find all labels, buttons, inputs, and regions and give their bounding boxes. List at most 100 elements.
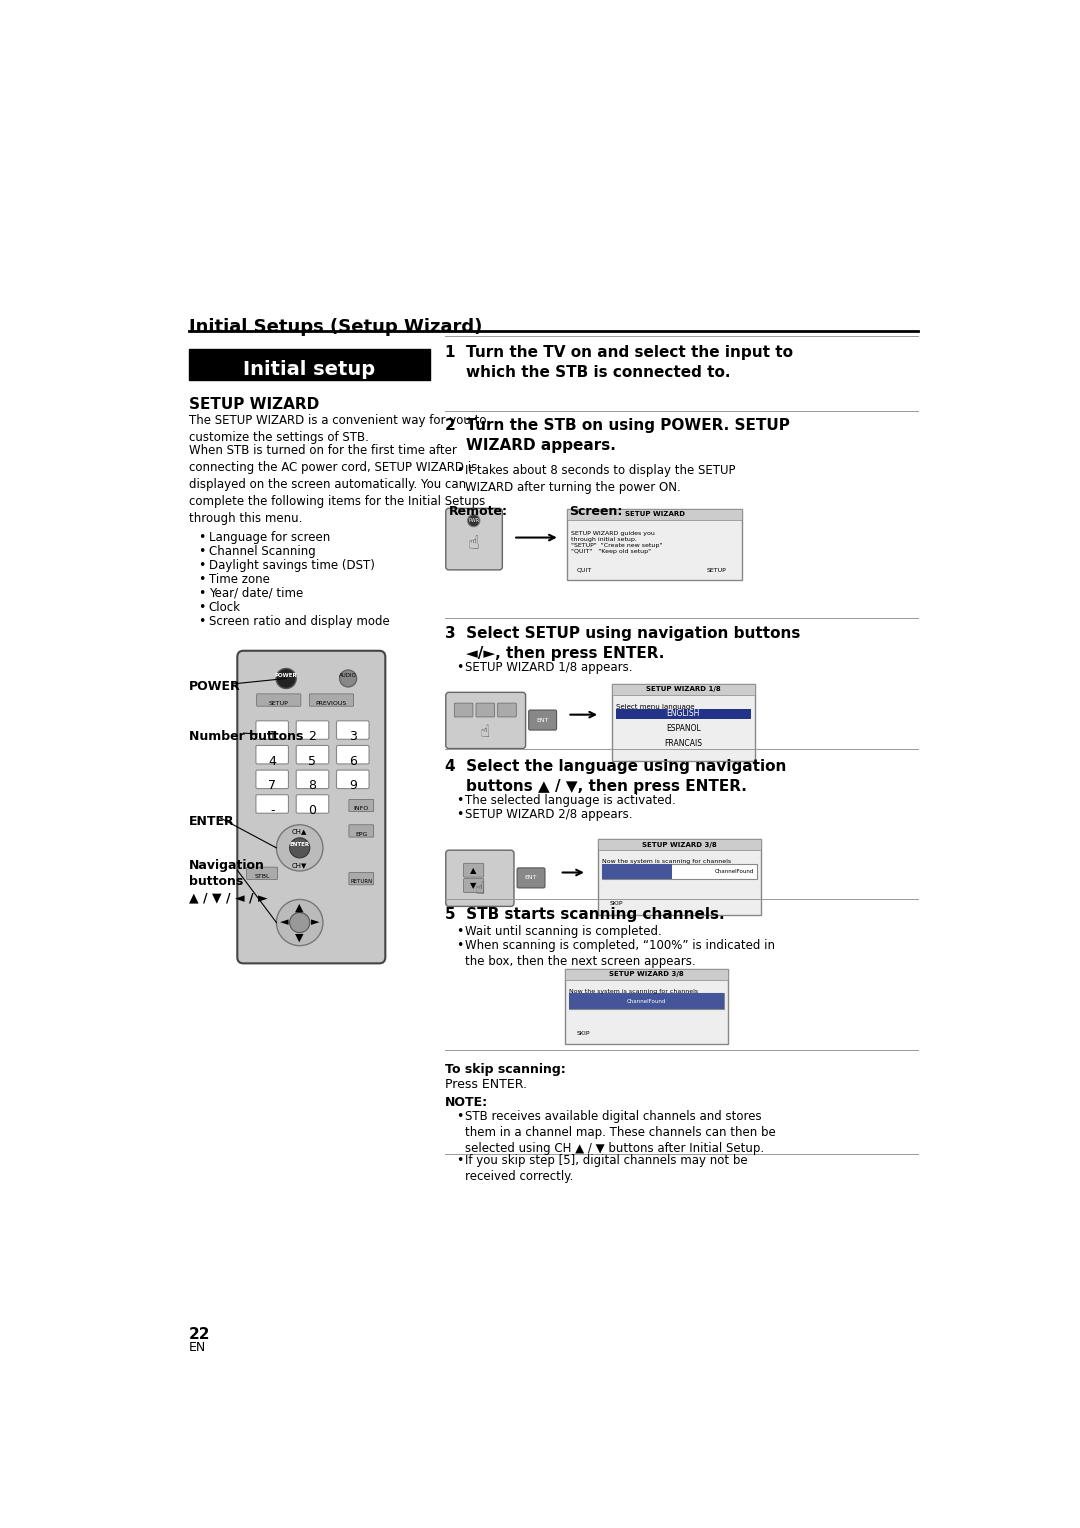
Text: The SETUP WIZARD is a convenient way for you to
customize the settings of STB.: The SETUP WIZARD is a convenient way for… [189,414,487,445]
Text: Time zone: Time zone [208,573,270,585]
Text: POWER: POWER [189,680,241,694]
Text: NOTE:: NOTE: [445,1096,488,1109]
FancyBboxPatch shape [565,969,728,979]
Text: When scanning is completed, “100%” is indicated in
the box, then the next screen: When scanning is completed, “100%” is in… [465,938,775,967]
Text: 1  Turn the TV on and select the input to
    which the STB is connected to.: 1 Turn the TV on and select the input to… [445,345,793,380]
Text: •: • [199,587,206,601]
FancyBboxPatch shape [476,703,495,717]
Text: Now the system is scanning for channels: Now the system is scanning for channels [603,859,731,865]
Text: 4  Select the language using navigation
    buttons ▲ / ▼, then press ENTER.: 4 Select the language using navigation b… [445,759,786,795]
FancyBboxPatch shape [257,694,301,706]
Circle shape [276,825,323,871]
Text: •: • [199,532,206,544]
Text: Daylight savings time (DST): Daylight savings time (DST) [208,559,375,571]
Text: ENGLISH: ENGLISH [666,709,700,718]
Text: PREVIOUS: PREVIOUS [315,701,347,706]
FancyBboxPatch shape [611,685,755,695]
Text: 6: 6 [349,755,356,767]
Text: 2  Turn the STB on using POWER. SETUP
    WIZARD appears.: 2 Turn the STB on using POWER. SETUP WIZ… [445,419,789,452]
Text: 3  Select SETUP using navigation buttons
    ◄/►, then press ENTER.: 3 Select SETUP using navigation buttons … [445,626,800,662]
FancyBboxPatch shape [446,509,502,570]
Text: STBL: STBL [255,874,270,879]
Text: To skip scanning:: To skip scanning: [445,1063,566,1076]
Text: SETUP: SETUP [707,568,727,573]
Text: 4: 4 [268,755,276,767]
Text: EN: EN [189,1340,206,1354]
Text: ENTER: ENTER [289,842,310,848]
Text: PWR: PWR [468,518,480,523]
Text: •: • [199,559,206,571]
FancyBboxPatch shape [598,839,761,850]
FancyBboxPatch shape [238,651,386,963]
Circle shape [468,515,480,527]
Text: 2: 2 [309,730,316,743]
Text: SETUP WIZARD 3/8: SETUP WIZARD 3/8 [643,842,717,848]
FancyBboxPatch shape [246,866,278,880]
Text: Remote:: Remote: [449,506,508,518]
Text: Screen ratio and display mode: Screen ratio and display mode [208,614,390,628]
FancyBboxPatch shape [349,872,374,885]
Text: Wait until scanning is completed.: Wait until scanning is completed. [465,924,662,938]
Text: 0: 0 [309,804,316,817]
Text: ☝: ☝ [468,535,480,553]
Text: 3: 3 [349,730,356,743]
Text: QUIT: QUIT [577,568,592,573]
Text: 22: 22 [189,1326,211,1342]
Text: If you skip step [5], digital channels may not be
received correctly.: If you skip step [5], digital channels m… [465,1154,747,1183]
Circle shape [289,837,310,857]
FancyBboxPatch shape [189,348,430,380]
FancyBboxPatch shape [256,746,288,764]
FancyBboxPatch shape [349,799,374,811]
FancyBboxPatch shape [337,770,369,788]
Text: Screen:: Screen: [569,506,622,518]
FancyBboxPatch shape [296,721,328,740]
Text: Initial Setups (Setup Wizard): Initial Setups (Setup Wizard) [189,318,483,336]
FancyBboxPatch shape [256,721,288,740]
FancyBboxPatch shape [256,795,288,813]
Text: SETUP WIZARD guides you
through initial setup.
"SETUP"  "Create new setup"
"QUIT: SETUP WIZARD guides you through initial … [571,530,663,555]
Text: Press ENTER.: Press ENTER. [445,1079,527,1091]
Text: SETUP WIZARD 1/8: SETUP WIZARD 1/8 [646,686,720,692]
Text: CH▼: CH▼ [292,862,308,868]
FancyBboxPatch shape [569,993,724,1008]
Text: FRANCAIS: FRANCAIS [664,738,702,747]
Text: ▲: ▲ [296,902,303,912]
Text: ▼: ▼ [471,882,477,891]
Text: 9: 9 [349,779,356,793]
Text: SKIP: SKIP [577,1031,591,1036]
Text: •: • [199,573,206,585]
FancyBboxPatch shape [296,795,328,813]
Text: 1: 1 [268,730,276,743]
Text: •: • [199,545,206,558]
Circle shape [276,900,323,946]
Text: RETURN: RETURN [350,880,373,885]
Text: 5  STB starts scanning channels.: 5 STB starts scanning channels. [445,908,725,923]
Text: Navigation
buttons
▲ / ▼ / ◄ / ►: Navigation buttons ▲ / ▼ / ◄ / ► [189,859,268,905]
FancyBboxPatch shape [498,703,516,717]
FancyBboxPatch shape [256,770,288,788]
Text: ENT: ENT [537,718,549,723]
Text: It takes about 8 seconds to display the SETUP
WIZARD after turning the power ON.: It takes about 8 seconds to display the … [465,465,735,495]
Text: ENTER: ENTER [189,814,234,828]
Text: ENT: ENT [525,876,537,880]
Text: The selected language is activated.: The selected language is activated. [465,795,676,807]
Text: ▼: ▼ [296,934,303,943]
Text: Language for screen: Language for screen [208,532,329,544]
FancyBboxPatch shape [446,850,514,906]
Text: AUDIO: AUDIO [339,672,357,678]
Text: SETUP: SETUP [269,701,288,706]
Text: Number buttons: Number buttons [189,730,303,743]
FancyBboxPatch shape [337,746,369,764]
Circle shape [289,912,310,932]
Text: When STB is turned on for the first time after
connecting the AC power cord, SET: When STB is turned on for the first time… [189,443,486,524]
Text: CH▲: CH▲ [292,828,308,834]
Text: EPG: EPG [355,831,367,837]
Text: Channel Scanning: Channel Scanning [208,545,315,558]
Circle shape [276,668,296,689]
Text: ESPANOL: ESPANOL [666,724,701,733]
Text: SETUP WIZARD 3/8: SETUP WIZARD 3/8 [609,972,684,976]
Text: •: • [456,660,463,674]
Circle shape [339,669,356,688]
FancyBboxPatch shape [567,509,742,520]
Text: SKIP: SKIP [610,902,623,906]
